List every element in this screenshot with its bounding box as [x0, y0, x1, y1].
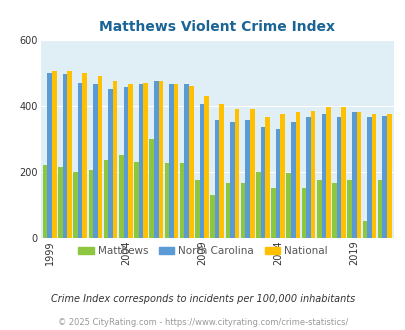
Bar [240, 183, 245, 238]
Bar [377, 180, 382, 238]
Bar [204, 96, 208, 238]
Bar [264, 117, 269, 238]
Bar [58, 167, 62, 238]
Bar [321, 114, 325, 238]
Title: Matthews Violent Crime Index: Matthews Violent Crime Index [99, 20, 335, 34]
Bar [225, 183, 230, 238]
Text: © 2025 CityRating.com - https://www.cityrating.com/crime-statistics/: © 2025 CityRating.com - https://www.city… [58, 318, 347, 327]
Bar [88, 170, 93, 238]
Bar [43, 165, 47, 238]
Bar [195, 180, 199, 238]
Bar [362, 221, 366, 238]
Bar [295, 112, 299, 238]
Bar [93, 84, 98, 238]
Bar [386, 114, 390, 238]
Bar [184, 84, 189, 238]
Bar [73, 172, 78, 238]
Bar [234, 109, 239, 238]
Bar [316, 180, 321, 238]
Bar [47, 73, 52, 238]
Bar [280, 114, 284, 238]
Legend: Matthews, North Carolina, National: Matthews, North Carolina, National [74, 242, 331, 260]
Bar [290, 122, 295, 238]
Bar [62, 74, 67, 238]
Bar [82, 73, 87, 238]
Bar [219, 104, 224, 238]
Bar [301, 188, 305, 238]
Bar [158, 81, 163, 238]
Bar [123, 87, 128, 238]
Bar [271, 188, 275, 238]
Bar [260, 127, 264, 238]
Bar [108, 89, 113, 238]
Bar [153, 81, 158, 238]
Bar [149, 139, 153, 238]
Bar [169, 84, 173, 238]
Bar [119, 155, 123, 238]
Bar [336, 117, 341, 238]
Bar [245, 120, 249, 238]
Bar [52, 71, 56, 238]
Bar [67, 71, 72, 238]
Bar [366, 117, 371, 238]
Bar [351, 112, 356, 238]
Bar [164, 163, 169, 238]
Bar [230, 122, 234, 238]
Bar [256, 172, 260, 238]
Bar [347, 180, 351, 238]
Bar [128, 84, 132, 238]
Bar [325, 107, 330, 238]
Bar [214, 120, 219, 238]
Bar [173, 84, 178, 238]
Bar [382, 115, 386, 238]
Bar [286, 173, 290, 238]
Bar [331, 183, 336, 238]
Bar [189, 86, 193, 238]
Bar [210, 195, 214, 238]
Bar [341, 107, 345, 238]
Bar [356, 112, 360, 238]
Bar [310, 111, 315, 238]
Bar [249, 109, 254, 238]
Text: Crime Index corresponds to incidents per 100,000 inhabitants: Crime Index corresponds to incidents per… [51, 294, 354, 304]
Bar [134, 162, 139, 238]
Bar [199, 104, 204, 238]
Bar [104, 160, 108, 238]
Bar [139, 84, 143, 238]
Bar [179, 163, 184, 238]
Bar [98, 76, 102, 238]
Bar [143, 82, 147, 238]
Bar [78, 82, 82, 238]
Bar [371, 114, 375, 238]
Bar [305, 117, 310, 238]
Bar [113, 81, 117, 238]
Bar [275, 129, 280, 238]
